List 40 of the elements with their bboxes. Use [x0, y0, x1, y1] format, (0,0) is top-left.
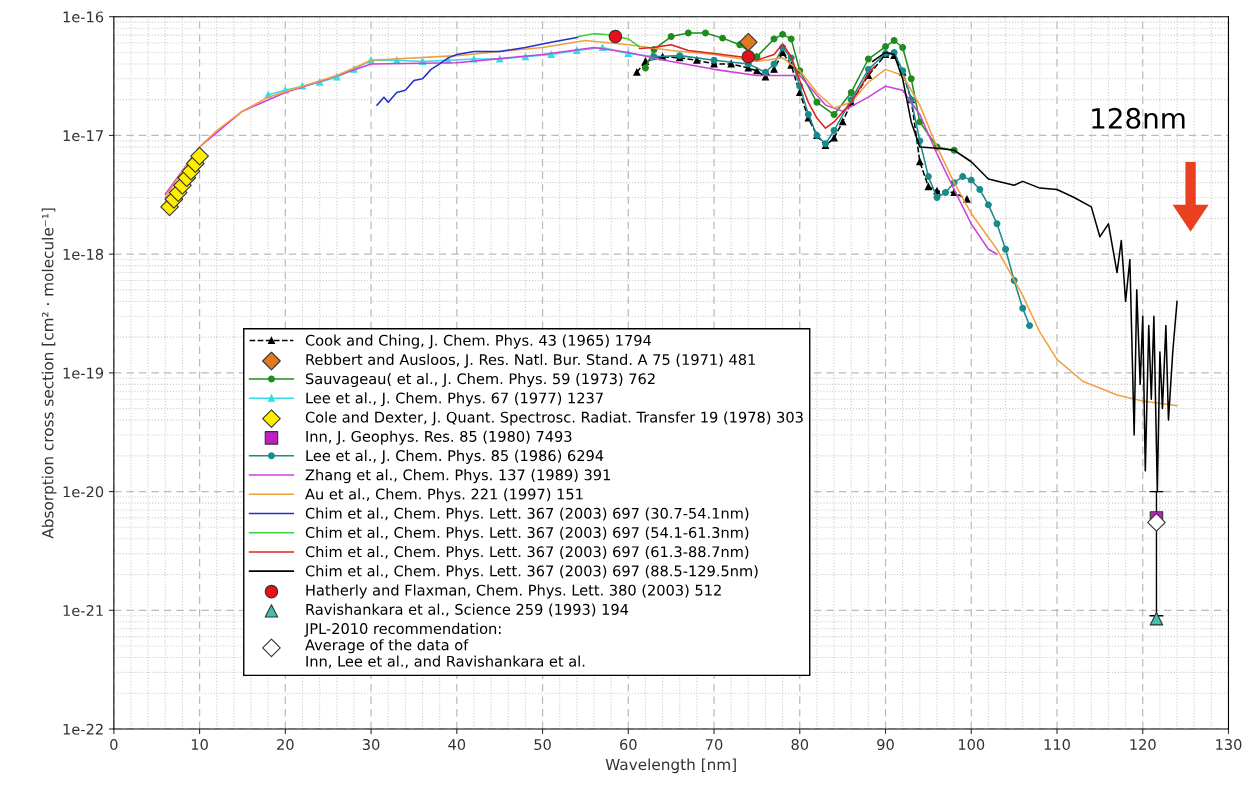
x-tick-label: 0	[110, 738, 118, 751]
y-tick-label: 1e-20	[63, 486, 104, 498]
x-tick-label: 50	[534, 738, 551, 751]
y-tick-label: 1e-17	[63, 130, 103, 142]
x-tick-label: 20	[277, 738, 294, 751]
annotation: 128nm	[1092, 107, 1185, 129]
legend-label: Chim et al., Chem. Phys. Lett. 367 (2003) 697 (54.1-61.3nm)	[305, 526, 749, 541]
x-tick-label: 30	[362, 738, 380, 751]
y-tick-label: 1e-18	[63, 248, 104, 260]
legend-label: JPL-2010 recommendation: Average of the data of Inn, Lee et al., and Ravishankara et al.	[304, 622, 585, 669]
x-tick-label: 80	[791, 738, 809, 751]
legend-label: Chim et al., Chem. Phys. Lett. 367 (2003) 697 (30.7-54.1nm)	[305, 507, 749, 522]
x-axis-title: Wavelength [nm]	[605, 758, 736, 774]
y-tick-label: 1e-19	[63, 367, 104, 379]
x-tick-label: 60	[620, 738, 637, 751]
legend-label: Sauvageau( et al., J. Chem. Phys. 59 (1973) 762	[305, 372, 655, 388]
legend-label: Lee et al., J. Chem. Phys. 85 (1986) 6294	[306, 449, 604, 464]
x-tick-label: 40	[448, 738, 466, 751]
y-axis-title: Absorption cross section [cm² · molecule⁻¹]	[41, 208, 57, 539]
y-tick-label: 1e-22	[63, 723, 103, 735]
x-tick-label: 90	[877, 738, 894, 751]
y-tick-label: 1e-16	[63, 11, 104, 23]
x-tick-label: 130	[1216, 738, 1242, 751]
legend-label: Rebbert and Ausloos, J. Res. Natl. Bur. Stand. A 75 (1971) 481	[306, 353, 755, 368]
x-tick-label: 120	[1130, 738, 1156, 751]
legend-label: Chim et al., Chem. Phys. Lett. 367 (2003) 697 (61.3-88.7nm)	[305, 545, 749, 561]
legend-label: Lee et al., J. Chem. Phys. 67 (1977) 1237	[306, 392, 603, 407]
legend-label: Zhang et al., Chem. Phys. 137 (1989) 391	[305, 469, 611, 484]
x-tick-label: 70	[705, 738, 723, 751]
x-tick-label: 10	[191, 738, 208, 751]
legend-label: Au et al., Chem. Phys. 221 (1997) 151	[305, 488, 583, 503]
legend-label: Inn, J. Geophys. Res. 85 (1980) 7493	[306, 430, 572, 445]
legend-label: Ravishankara et al., Science 259 (1993) 194	[306, 603, 629, 617]
x-tick-label: 110	[1044, 738, 1070, 751]
y-tick-label: 1e-21	[63, 605, 103, 617]
legend-label: Cook and Ching, J. Chem. Phys. 43 (1965) 1794	[305, 334, 652, 349]
legend-label: Cole and Dexter, J. Quant. Spectrosc. Radiat. Transfer 19 (1978) 303	[305, 411, 803, 426]
legend-label: Hatherly and Flaxman, Chem. Phys. Lett. 380 (2003) 512	[306, 584, 721, 599]
legend-label: Chim et al., Chem. Phys. Lett. 367 (2003) 697 (88.5-129.5nm)	[305, 565, 758, 580]
x-tick-label: 100	[958, 738, 985, 751]
